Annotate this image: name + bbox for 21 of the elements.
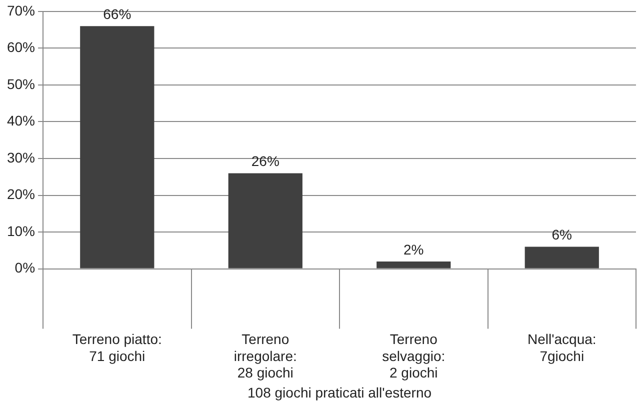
- x-tick-label: Terreno piatto: 71 giochi: [72, 331, 162, 364]
- y-tick-label: 20%: [6, 186, 36, 202]
- bar: [376, 261, 451, 268]
- x-tick-label: Nell'acqua: 7giochi: [527, 331, 596, 364]
- y-tick-label: 10%: [6, 222, 36, 239]
- y-tick-label: 70%: [6, 2, 36, 18]
- x-axis-title: 108 giochi praticati all'esterno: [248, 384, 432, 400]
- y-tick-label: 0%: [14, 260, 36, 276]
- data-label: 66%: [103, 6, 132, 22]
- y-tick-label: 30%: [6, 149, 36, 166]
- y-tick-label: 50%: [6, 76, 36, 92]
- y-tick-label: 40%: [6, 112, 36, 129]
- data-label: 26%: [251, 153, 280, 170]
- y-tick-label: 60%: [6, 39, 36, 56]
- data-label: 2%: [404, 241, 424, 258]
- data-label: 6%: [552, 226, 572, 243]
- bar: [80, 26, 154, 268]
- bar: [228, 173, 302, 268]
- bar: [524, 246, 599, 268]
- x-tick-label: Terreno selvaggio: 2 giochi: [382, 331, 446, 381]
- x-tick-label: Terreno irregolare: 28 giochi: [234, 331, 297, 381]
